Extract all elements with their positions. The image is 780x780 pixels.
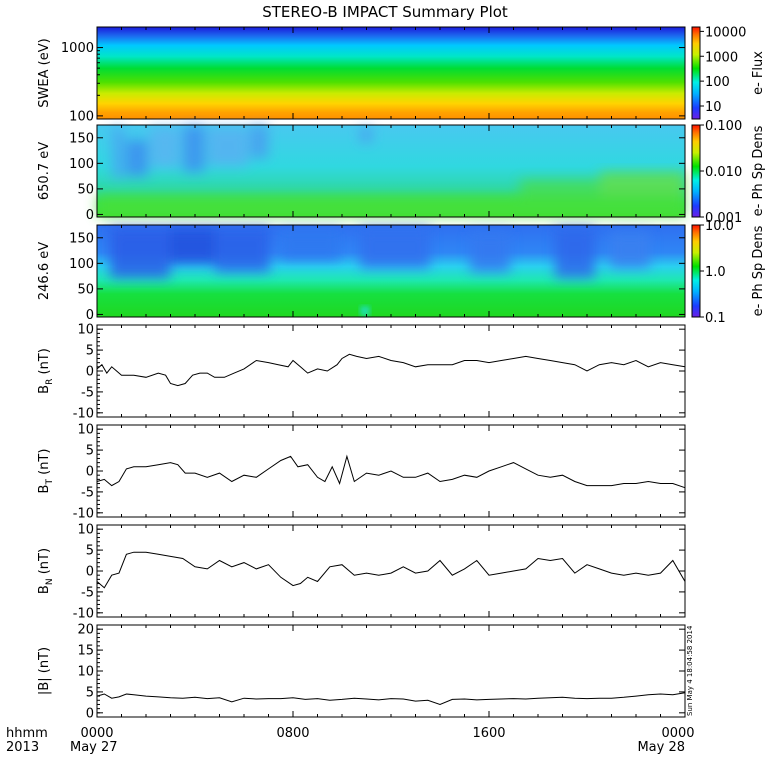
panel-bn: 10 5 0 -5 -10 BN (nT) [37, 523, 686, 621]
bmag-ytick-label: 15 [77, 644, 94, 659]
br-ytick-label: 10 [77, 323, 94, 338]
p650-cbar-tick-label: 0.100 [705, 119, 742, 134]
br-trace [96, 353, 686, 387]
br-ytick-label: -5 [81, 385, 94, 400]
p650-ytick-label: 50 [77, 182, 94, 197]
swea-colorbar-ticks: 10000 1000 100 10 [700, 25, 746, 115]
br-ytick-label: -10 [73, 406, 94, 421]
bmag-ylabel: |B| (nT) [37, 647, 52, 695]
bn-ytick-label: 10 [77, 523, 94, 538]
x-label-may27: May 27 [70, 740, 118, 755]
swea-ytick-label: 1000 [61, 41, 94, 56]
p246-cbar-tick-label: 0.1 [705, 311, 726, 326]
plot-title: STEREO-B IMPACT Summary Plot [262, 3, 508, 21]
swea-cbar-tick-label: 100 [705, 75, 730, 90]
br-ytick-label: 0 [86, 365, 94, 380]
p650-cbar-tick-label: 0.001 [705, 211, 742, 226]
swea-heatmap [97, 27, 685, 119]
bt-ytick-label: 0 [86, 465, 94, 480]
p246-colorbar-label: e- Ph Sp Dens [751, 225, 766, 316]
swea-ylabel: SWEA (eV) [37, 38, 52, 107]
bn-ytick-label: -10 [73, 606, 94, 621]
panel-bt: 10 5 0 -5 -10 BT (nT) [37, 423, 686, 521]
bn-ytick-label: 5 [86, 544, 94, 559]
x-label-0000-end: 0000 [661, 726, 694, 741]
bmag-ytick-label: 0 [86, 706, 94, 721]
swea-y-ticks: 1000 100 [61, 26, 686, 124]
p650-colorbar [691, 124, 701, 218]
br-y-ticks: 10 5 0 -5 -10 [73, 323, 686, 421]
p246-cbar-tick-label: 10.0 [705, 219, 734, 234]
p246-ytick-label: 100 [69, 257, 94, 272]
br-frame [96, 324, 686, 418]
br-ytick-label: 5 [86, 344, 94, 359]
p246-heatmap [97, 225, 685, 317]
bt-ytick-label: -10 [73, 506, 94, 521]
p650-ytick-label: 150 [69, 131, 94, 146]
p650-y-ticks: 150 100 50 0 [69, 125, 686, 223]
br-ylabel: BR (nT) [37, 348, 55, 394]
bmag-ytick-label: 5 [86, 685, 94, 700]
bn-ytick-label: -5 [81, 585, 94, 600]
x-label-may28: May 28 [637, 740, 685, 755]
bmag-ytick-label: 10 [77, 665, 94, 680]
p650-colorbar-ticks: 0.100 0.010 0.001 [700, 119, 742, 226]
x-label-1600: 1600 [472, 726, 505, 741]
bn-ytick-label: 0 [86, 565, 94, 580]
p246-cbar-tick-label: 1.0 [705, 265, 726, 280]
p650-colorbar-label: e- Ph Sp Dens [751, 125, 766, 216]
x-label-year: 2013 [6, 740, 39, 755]
x-label-0800: 0800 [276, 726, 309, 741]
panel-650eV: 150 100 50 0 650.7 eV 0.100 0.010 0.001 e- Ph… [37, 119, 766, 226]
p650-ylabel: 650.7 eV [37, 142, 52, 200]
bt-y-ticks: 10 5 0 -5 -10 [73, 423, 686, 521]
bmag-trace [96, 692, 686, 706]
panel-246eV: 150 100 50 0 246.6 eV 10.0 1.0 0.1 e- Ph Sp D… [37, 219, 766, 326]
p246-ytick-label: 0 [86, 308, 94, 323]
generation-timestamp: Sun May 4 18:04:58 2014 [686, 625, 694, 716]
bt-trace [96, 454, 686, 489]
bt-ylabel: BT (nT) [37, 449, 55, 494]
swea-cbar-tick-label: 10 [705, 100, 722, 115]
swea-cbar-tick-label: 1000 [705, 50, 738, 65]
bt-ytick-label: 10 [77, 423, 94, 438]
p650-ytick-label: 100 [69, 157, 94, 172]
panel-br: 10 5 0 -5 -10 BR (nT) [37, 323, 686, 421]
p246-colorbar-ticks: 10.0 1.0 0.1 [700, 219, 734, 326]
p246-ylabel: 246.6 eV [37, 242, 52, 300]
x-axis-labels: hhmm 0000 0800 1600 0000 2013 May 27 May… [6, 726, 695, 755]
bn-ylabel: BN (nT) [37, 548, 55, 594]
bn-trace [96, 551, 686, 589]
p650-heatmap [97, 125, 685, 217]
bmag-ytick-label: 20 [77, 623, 94, 638]
bt-ytick-label: -5 [81, 485, 94, 500]
p650-ytick-label: 0 [86, 208, 94, 223]
bmag-y-ticks: 20 15 10 5 0 [77, 623, 686, 721]
p650-cbar-tick-label: 0.010 [705, 165, 742, 180]
bn-frame [96, 524, 686, 618]
x-label-0000-start: 0000 [80, 726, 113, 741]
swea-colorbar-label: e- Flux [751, 51, 766, 95]
p246-colorbar [691, 224, 701, 318]
panel-bmag: 20 15 10 5 0 |B| (nT) [37, 623, 686, 721]
x-label-hhmm: hhmm [6, 726, 48, 741]
swea-ytick-label: 100 [69, 109, 94, 124]
bt-ytick-label: 5 [86, 444, 94, 459]
swea-cbar-tick-label: 10000 [705, 25, 746, 40]
swea-colorbar [691, 26, 701, 120]
p246-ytick-label: 150 [69, 231, 94, 246]
bmag-frame [96, 624, 686, 718]
p246-ytick-label: 50 [77, 282, 94, 297]
panel-swea: 1000 100 SWEA (eV) 10000 1000 100 10 e- Flux [37, 25, 766, 124]
p246-y-ticks: 150 100 50 0 [69, 225, 686, 323]
bn-y-ticks: 10 5 0 -5 -10 [73, 523, 686, 621]
